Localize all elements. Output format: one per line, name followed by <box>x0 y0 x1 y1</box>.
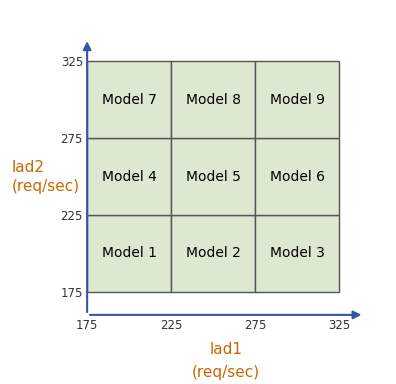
Text: Model 8: Model 8 <box>186 93 241 107</box>
Text: Model 4: Model 4 <box>102 170 156 184</box>
Bar <box>87 215 171 292</box>
Text: Model 6: Model 6 <box>270 170 325 184</box>
Text: (req/sec): (req/sec) <box>12 179 80 194</box>
Bar <box>87 61 171 138</box>
Bar <box>171 61 255 138</box>
Bar <box>255 138 339 215</box>
Bar <box>255 61 339 138</box>
Text: Model 5: Model 5 <box>186 170 240 184</box>
Text: Model 1: Model 1 <box>102 247 157 260</box>
Text: Model 7: Model 7 <box>102 93 156 107</box>
Text: Model 3: Model 3 <box>270 247 325 260</box>
Text: lad2: lad2 <box>12 159 45 175</box>
Bar <box>87 138 171 215</box>
Text: lad1: lad1 <box>209 342 242 357</box>
Bar <box>171 138 255 215</box>
Text: (req/sec): (req/sec) <box>192 365 260 380</box>
Bar <box>171 215 255 292</box>
Text: Model 9: Model 9 <box>270 93 325 107</box>
Bar <box>255 215 339 292</box>
Text: Model 2: Model 2 <box>186 247 240 260</box>
